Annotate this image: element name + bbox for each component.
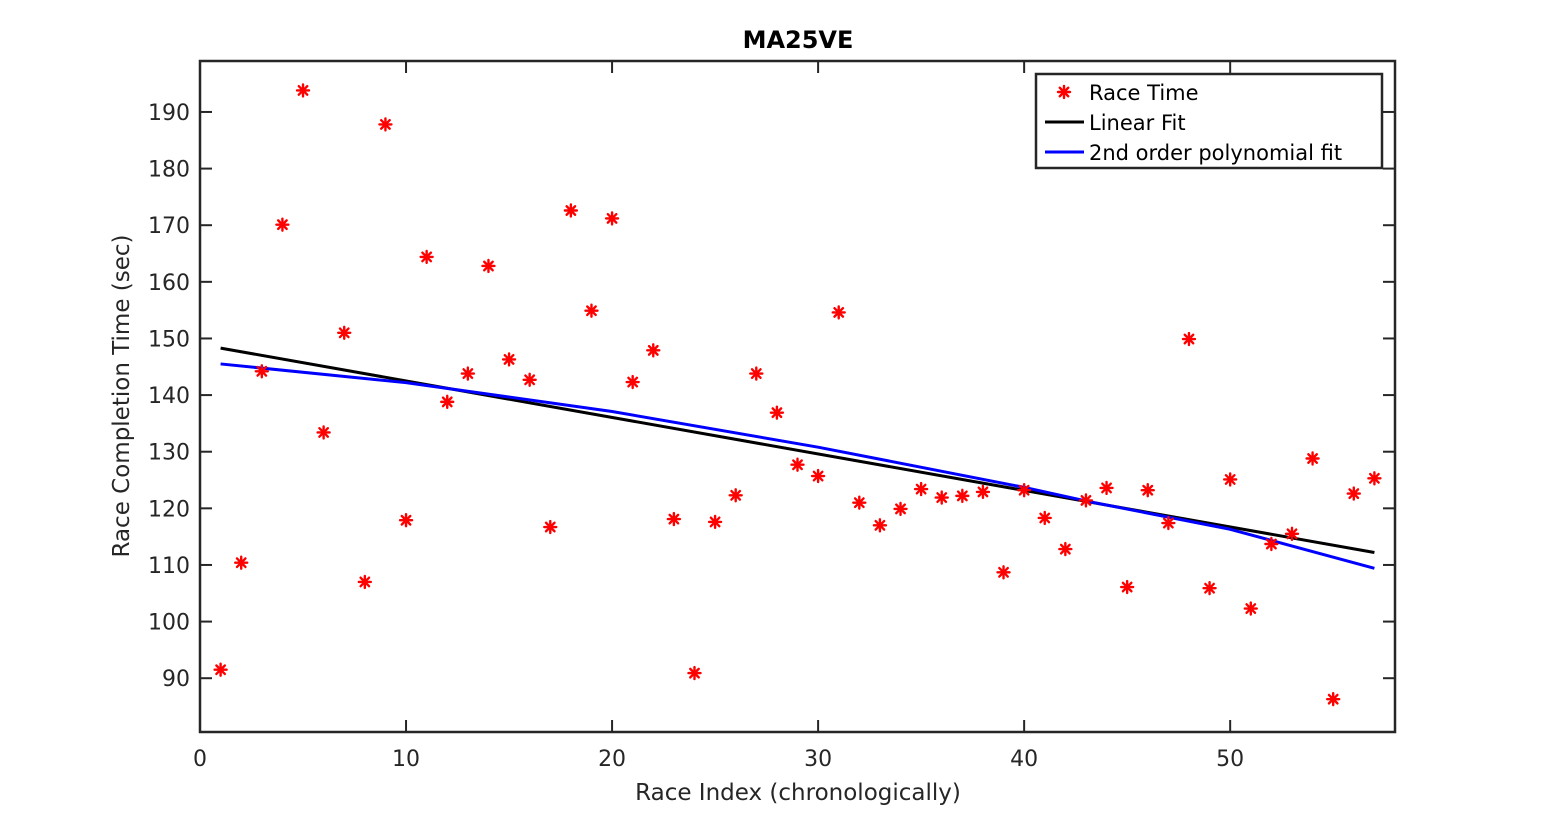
data-point-race-29 [790,457,805,472]
y-tick-label: 100 [148,611,190,636]
data-point-race-23 [666,511,682,527]
y-axis-ticks: 90 100 110 120 130 140 150 160 170 180 190 [148,101,1395,692]
x-tick-label: 10 [392,747,420,772]
legend: Race Time Linear Fit 2nd order polynomia… [1034,72,1384,170]
y-tick-label: 150 [148,327,190,352]
data-point-race-42 [1058,541,1073,557]
legend-marker-asterisk [1056,84,1072,100]
plot-area [200,61,1395,732]
data-point-race-46 [1140,483,1155,498]
data-point-race-9 [378,117,393,132]
data-point-race-39 [996,565,1011,580]
x-tick-label: 30 [804,747,832,772]
y-tick-label: 110 [148,554,190,579]
data-point-race-38 [975,484,991,500]
data-point-race-28 [769,405,785,420]
y-tick-label: 120 [148,497,190,522]
legend-item-linear-fit: Linear Fit [1045,111,1186,135]
data-point-race-21 [625,374,640,390]
data-point-race-10 [398,513,414,528]
legend-label-linear-fit: Linear Fit [1089,111,1186,135]
chart-title: MA25VE [743,26,854,54]
data-point-race-25 [707,514,723,530]
data-point-race-2 [234,555,249,570]
data-point-race-33 [872,518,888,533]
data-point-race-40 [1016,483,1032,498]
data-point-race-30 [810,468,826,484]
data-point-race-3 [254,364,270,379]
data-point-race-7 [337,325,352,340]
data-point-race-19 [584,303,599,318]
data-point-race-12 [440,394,455,410]
legend-item-polynomial-fit: 2nd order polynomial fit [1045,141,1342,165]
data-point-race-32 [852,495,867,510]
data-point-race-27 [749,366,764,381]
series-line-2nd-order-polynomial-fit [220,362,1375,570]
data-point-race-5 [295,83,311,98]
data-point-race-1 [213,662,228,677]
data-point-race-35 [913,481,929,497]
y-tick-label: 140 [148,384,190,409]
data-point-race-53 [1284,526,1300,542]
x-tick-label: 50 [1216,747,1244,772]
data-point-race-13 [460,366,476,381]
data-point-race-55 [1325,691,1341,707]
legend-label-race-time: Race Time [1089,81,1199,105]
data-point-race-14 [481,258,496,274]
x-tick-label: 40 [1010,747,1038,772]
x-axis-label: Race Index (chronologically) [635,780,961,806]
data-point-race-51 [1243,601,1258,616]
x-axis-ticks: 0 10 20 30 40 50 [193,61,1244,772]
data-point-race-26 [728,488,743,503]
data-point-race-54 [1305,451,1320,466]
legend-marker-race-time [1056,84,1072,100]
plot-frame [198,59,1397,734]
x-tick-label: 0 [193,747,207,772]
y-tick-label: 180 [148,158,190,183]
data-point-race-37 [955,488,970,504]
data-point-race-11 [419,249,434,265]
data-point-race-44 [1099,480,1114,496]
y-tick-label: 130 [148,441,190,466]
data-point-race-43 [1078,493,1094,508]
y-tick-label: 90 [162,667,190,692]
data-point-race-22 [646,343,661,358]
y-tick-label: 160 [148,271,190,296]
data-point-race-24 [687,665,702,681]
legend-box [1034,72,1384,170]
data-point-race-52 [1264,536,1279,552]
data-point-race-50 [1222,472,1238,487]
data-point-race-8 [357,574,373,590]
data-point-race-48 [1181,331,1197,347]
data-point-race-15 [501,352,517,367]
legend-item-race-time: Race Time [1056,81,1199,105]
plot-content [213,83,1382,707]
x-tick-label: 20 [598,747,626,772]
data-point-race-36 [934,490,949,505]
y-tick-label: 190 [148,101,190,126]
data-point-race-17 [543,519,558,535]
y-axis-label: Race Completion Time (sec) [109,234,135,557]
data-point-race-4 [275,217,290,232]
data-point-race-20 [604,211,620,226]
data-point-race-49 [1202,580,1217,596]
data-point-race-34 [893,501,908,517]
data-point-race-18 [563,203,579,218]
legend-label-polynomial-fit: 2nd order polynomial fit [1089,141,1342,165]
data-point-race-57 [1367,471,1382,486]
data-point-race-31 [831,305,846,320]
data-point-race-56 [1346,486,1361,501]
y-tick-label: 170 [148,214,190,239]
data-point-race-47 [1161,515,1176,531]
data-point-race-41 [1037,510,1052,526]
data-point-race-16 [522,372,537,387]
data-point-race-6 [316,425,331,440]
data-point-race-45 [1119,579,1135,595]
